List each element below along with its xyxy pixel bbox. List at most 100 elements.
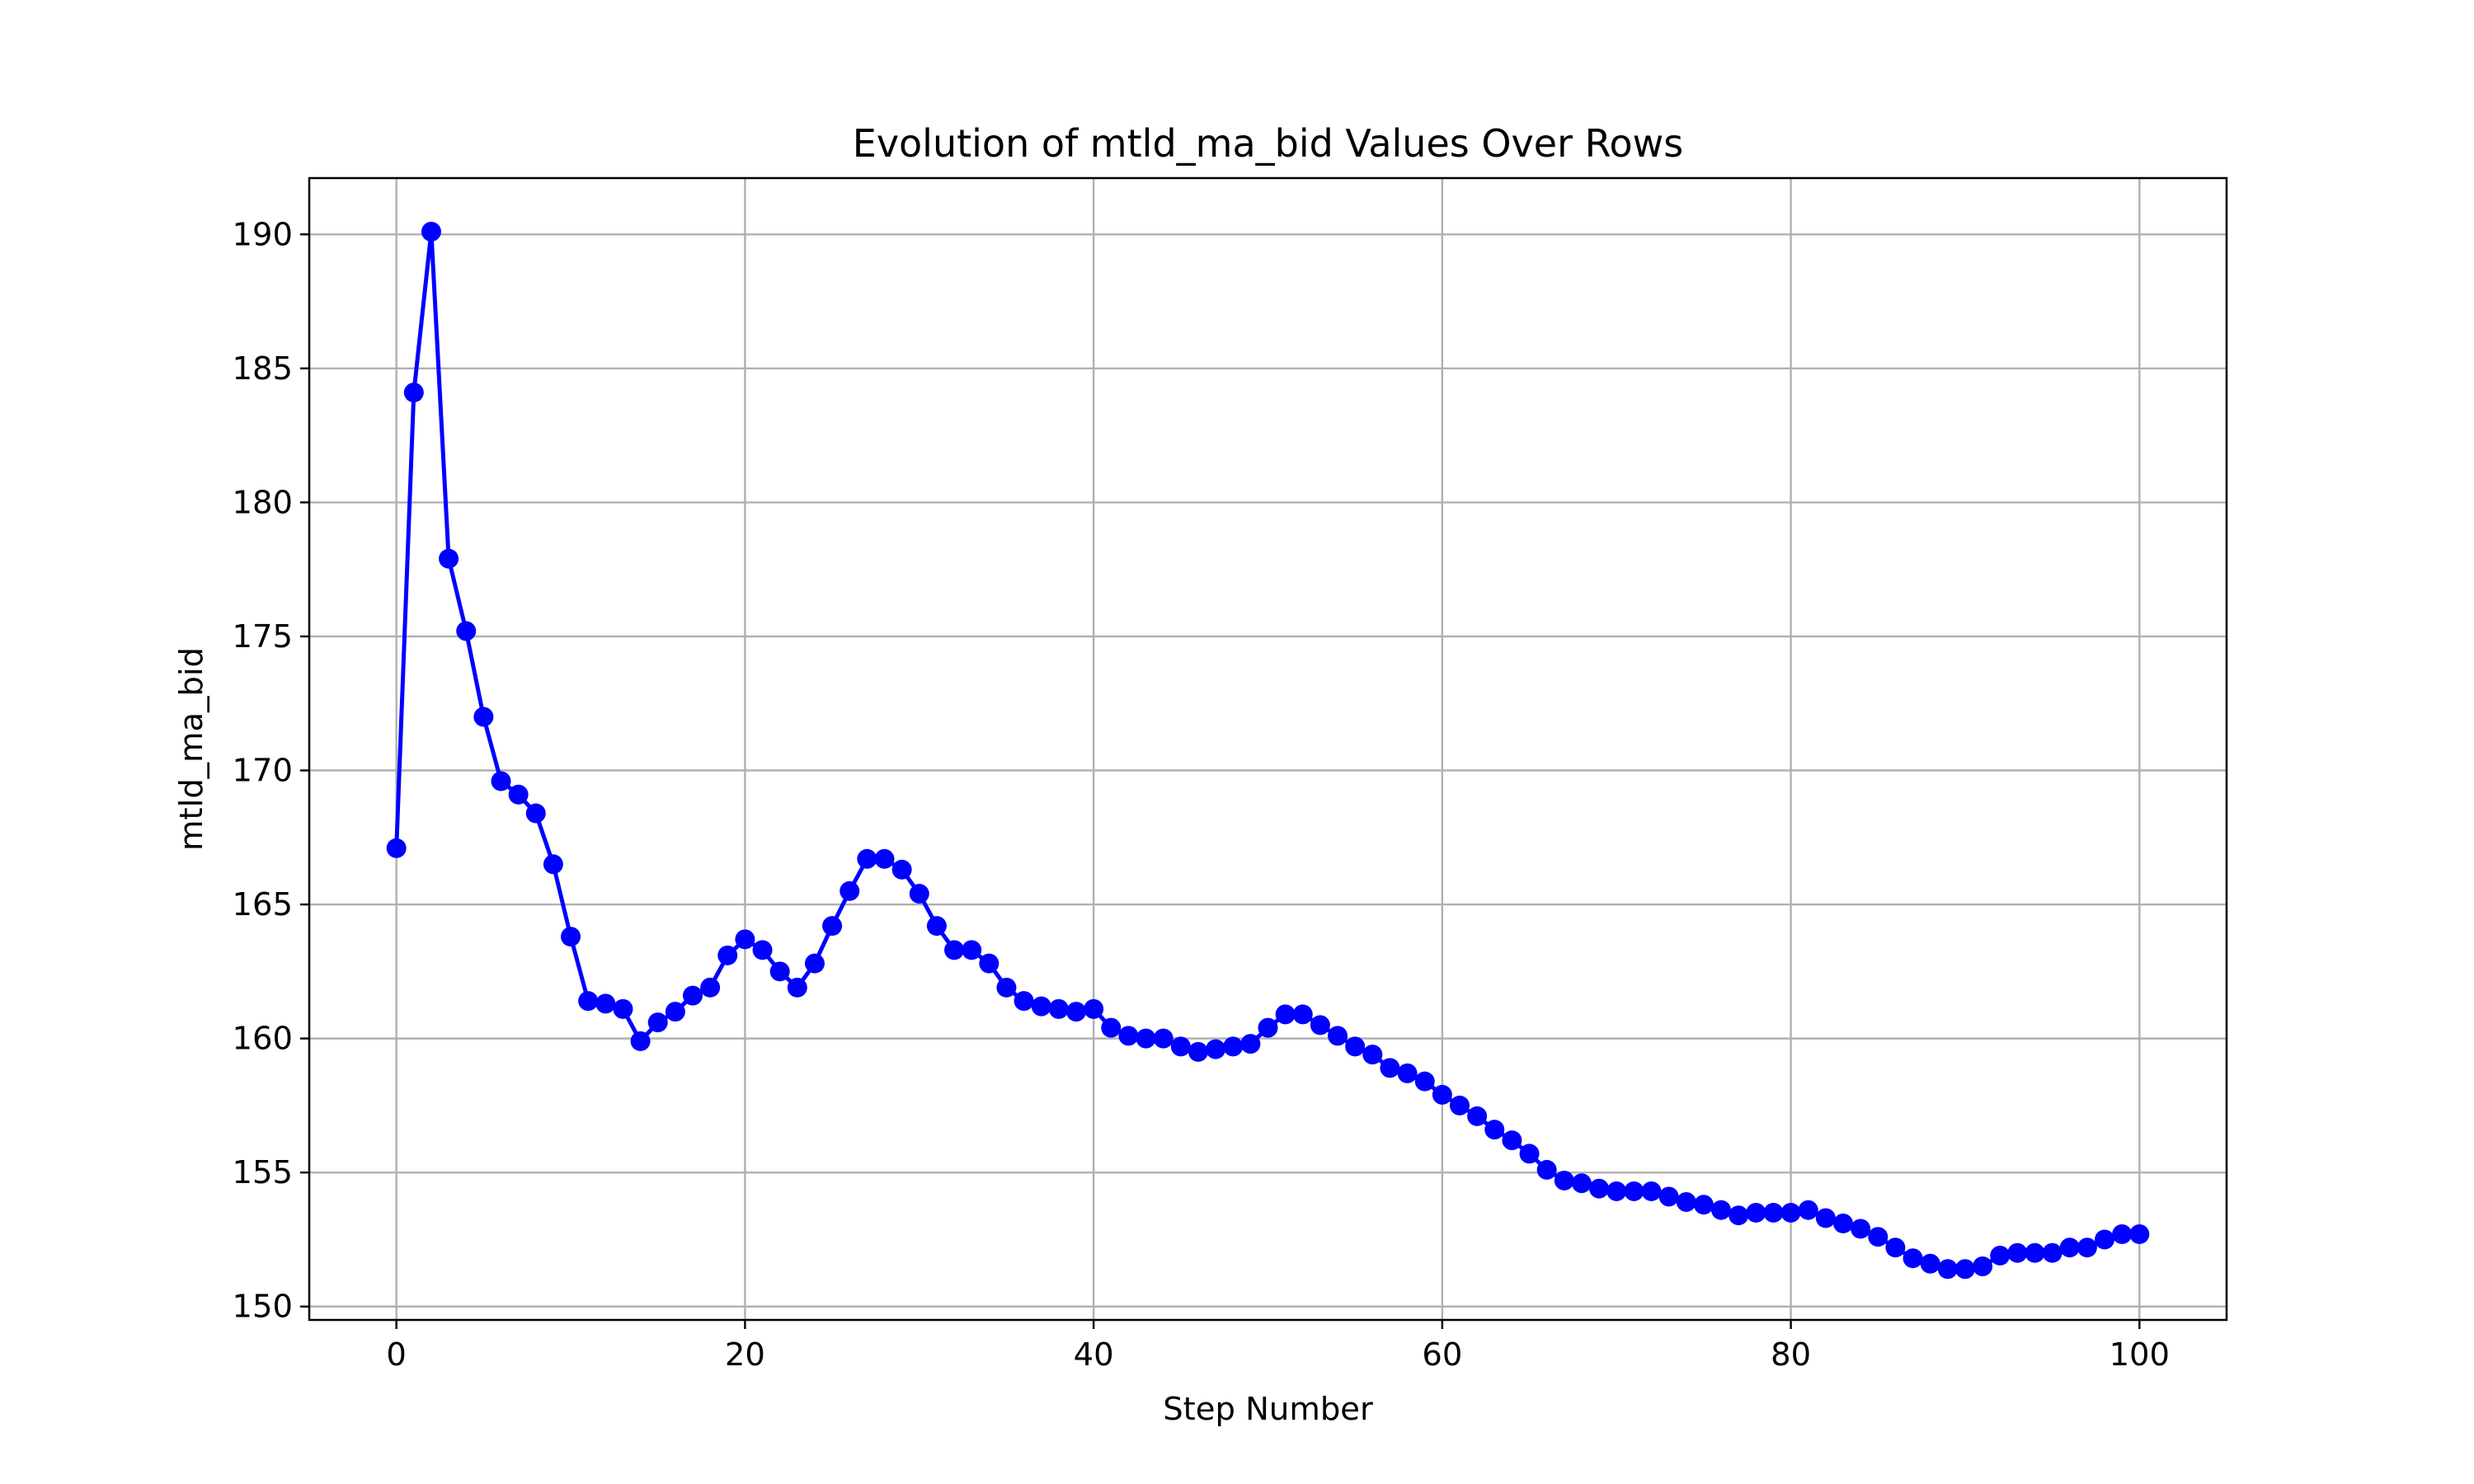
- data-point: [386, 838, 407, 858]
- data-point: [421, 222, 441, 242]
- data-point: [1084, 998, 1104, 1019]
- data-point: [1885, 1237, 1906, 1258]
- data-point: [1606, 1181, 1627, 1201]
- data-point: [630, 1031, 651, 1051]
- plot-area-frame: [308, 176, 2228, 1322]
- data-point: [1362, 1045, 1383, 1065]
- data-point: [787, 977, 807, 998]
- data-point: [1536, 1159, 1557, 1180]
- data-point: [1223, 1036, 1244, 1057]
- data-point: [2025, 1242, 2045, 1263]
- x-tick-label: 0: [386, 1336, 407, 1374]
- data-point: [665, 1002, 685, 1022]
- series-layer: [386, 222, 2150, 1280]
- data-point: [1275, 1004, 1296, 1025]
- data-point: [1240, 1034, 1261, 1054]
- data-point: [456, 621, 477, 641]
- data-point: [2129, 1223, 2150, 1244]
- data-point: [1746, 1202, 1766, 1223]
- x-tick-label: 100: [2109, 1336, 2171, 1374]
- data-point: [1729, 1205, 1749, 1226]
- data-point: [543, 854, 563, 875]
- y-tick-label: 190: [233, 216, 294, 253]
- data-point: [1258, 1017, 1278, 1038]
- data-point: [1450, 1095, 1470, 1115]
- x-tick-label: 40: [1074, 1336, 1114, 1374]
- x-axis-label: Step Number: [1163, 1391, 1373, 1428]
- data-point: [1554, 1170, 1574, 1190]
- data-point: [1798, 1200, 1818, 1220]
- data-point: [1118, 1026, 1139, 1046]
- data-point: [1954, 1259, 1975, 1280]
- data-point: [403, 383, 424, 403]
- data-point: [473, 707, 494, 727]
- data-point: [525, 803, 546, 824]
- data-point: [1328, 1026, 1348, 1046]
- data-point: [996, 977, 1017, 998]
- x-tick-label: 20: [725, 1336, 765, 1374]
- data-point: [1780, 1202, 1801, 1223]
- data-point: [1310, 1015, 1330, 1036]
- data-point: [561, 927, 581, 947]
- data-point: [1571, 1173, 1592, 1194]
- data-point: [1920, 1253, 1940, 1274]
- data-point: [804, 953, 825, 974]
- data-point: [2007, 1242, 2028, 1263]
- data-point: [1903, 1248, 1923, 1269]
- data-point: [1589, 1178, 1610, 1199]
- data-point: [1206, 1039, 1226, 1059]
- data-point: [1868, 1227, 1888, 1247]
- data-point: [1990, 1245, 2011, 1266]
- data-point: [1624, 1181, 1644, 1201]
- data-point: [2112, 1223, 2133, 1244]
- data-point: [1467, 1106, 1488, 1126]
- data-point: [735, 929, 755, 950]
- data-point: [1833, 1213, 1853, 1233]
- data-point: [1380, 1058, 1400, 1078]
- y-tick-label: 165: [233, 886, 294, 923]
- data-point: [909, 884, 929, 904]
- data-point: [439, 548, 459, 569]
- data-point: [1345, 1036, 1366, 1057]
- data-point: [1851, 1219, 1871, 1239]
- y-tick-label: 180: [233, 484, 294, 521]
- data-point: [1170, 1036, 1191, 1057]
- data-point: [647, 1012, 668, 1033]
- data-point: [1397, 1063, 1418, 1083]
- data-point: [2059, 1237, 2080, 1258]
- data-point: [1519, 1144, 1540, 1164]
- data-point: [840, 881, 860, 901]
- data-point: [683, 985, 703, 1006]
- y-tick-label: 175: [233, 618, 294, 655]
- data-point: [1502, 1130, 1522, 1151]
- data-point: [1641, 1181, 1662, 1201]
- data-point: [926, 916, 947, 937]
- data-point: [1815, 1208, 1836, 1228]
- data-point: [508, 784, 529, 805]
- grid-layer: [309, 178, 2227, 1320]
- data-point: [1484, 1120, 1505, 1140]
- data-point: [578, 991, 599, 1012]
- data-point: [491, 771, 511, 791]
- data-point: [1101, 1017, 1122, 1038]
- x-tick-label: 60: [1422, 1336, 1462, 1374]
- data-point: [1414, 1071, 1435, 1092]
- y-tick-label: 170: [233, 753, 294, 790]
- x-tick-label: 80: [1771, 1336, 1811, 1374]
- data-point: [1711, 1200, 1732, 1220]
- data-point: [1432, 1084, 1452, 1105]
- data-point: [1014, 991, 1034, 1012]
- data-point: [1136, 1028, 1156, 1049]
- data-point: [2095, 1229, 2115, 1250]
- data-point: [1693, 1195, 1714, 1215]
- y-tick-label: 160: [233, 1021, 294, 1058]
- data-point: [700, 977, 721, 998]
- data-point: [1066, 1002, 1086, 1022]
- data-point: [2077, 1237, 2097, 1258]
- data-point: [1973, 1256, 1993, 1276]
- data-point: [613, 998, 633, 1019]
- data-point: [1048, 998, 1069, 1019]
- y-tick-label: 185: [233, 350, 294, 387]
